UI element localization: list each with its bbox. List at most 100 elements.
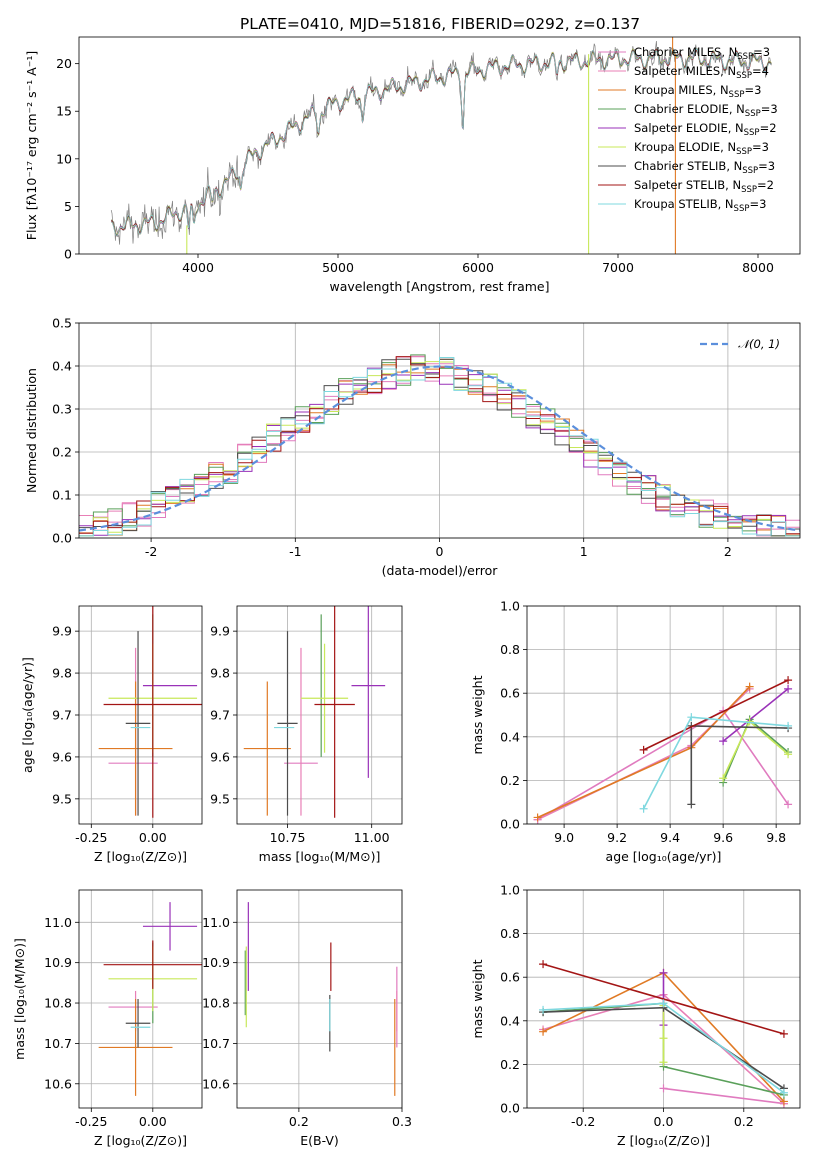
- tick-label-y: 20: [56, 56, 72, 71]
- x-axis-label: wavelength [Angstrom, rest frame]: [329, 279, 549, 294]
- weight-marker: [659, 1058, 668, 1067]
- errorbar-point: [98, 681, 173, 816]
- weight-marker: [719, 774, 728, 783]
- tick-label-y: 0.6: [500, 686, 520, 701]
- legend-entry: Salpeter ELODIE, NSSP=2: [634, 121, 777, 138]
- plot-area: [539, 960, 788, 1108]
- legend-entry: Kroupa ELODIE, NSSP=3: [634, 140, 769, 157]
- weight-marker: [539, 1027, 548, 1036]
- panel-mass-vs-Z: -0.25 0.00 10.6 10.7 10.8 10.9 11.0 Z [log₁₀(Z/…: [12, 889, 203, 1148]
- errorbar-point: [125, 999, 151, 1048]
- tick-label-x: -0.25: [75, 830, 107, 845]
- weight-marker: [687, 800, 696, 809]
- weight-marker: [784, 750, 793, 759]
- tick-label-x: 6000: [462, 260, 494, 275]
- tick-label-y: 9.6: [52, 749, 72, 764]
- tick-label-y: 0.1: [52, 488, 72, 503]
- tick-label-y: 9.7: [52, 708, 72, 723]
- histogram-step: [79, 356, 800, 535]
- weight-marker: [533, 813, 542, 822]
- errorbar-point: [277, 631, 298, 816]
- y-axis-label: Normed distribution: [24, 368, 39, 493]
- tick-label-y: 9.9: [210, 624, 230, 639]
- tick-label-x: 0.00: [139, 830, 167, 845]
- tick-label-y: 9.6: [210, 749, 230, 764]
- tick-label-y: 0: [64, 247, 72, 262]
- tick-label-y: 0.0: [52, 531, 72, 546]
- plot-area: [98, 902, 202, 1096]
- weight-marker: [639, 804, 648, 813]
- tick-label-x: 0: [436, 544, 444, 559]
- tick-label-y: 5: [64, 199, 72, 214]
- tick-label-y: 11.0: [44, 915, 72, 930]
- tick-label-x: 0.3: [392, 1114, 412, 1129]
- panel-age-vs-Z: -0.25 0.00 9.5 9.6 9.7 9.8 9.9 Z [log₁₀(Z/Z⊙)] a…: [20, 605, 203, 864]
- tick-label-x: 7000: [602, 260, 634, 275]
- weight-marker: [659, 1084, 668, 1093]
- legend-entry: Chabrier MILES, NSSP=3: [634, 45, 770, 62]
- axes-frame: [236, 605, 403, 825]
- weight-marker: [719, 737, 728, 746]
- tick-label-y: 10.9: [202, 955, 230, 970]
- plot-area: [110, 37, 772, 254]
- tick-label-y: 9.9: [52, 624, 72, 639]
- weight-line: [643, 679, 789, 751]
- tick-label-y: 15: [56, 104, 72, 119]
- weight-marker: [784, 676, 793, 685]
- tick-label-x: 1: [580, 544, 588, 559]
- gaussian-curve: [79, 365, 800, 532]
- histogram-step: [79, 357, 800, 537]
- y-axis-label: age [log₁₀(age/yr)]: [20, 657, 35, 773]
- plot-area: [243, 606, 386, 818]
- tick-label-y: 1.0: [500, 883, 520, 898]
- figure-title: PLATE=0410, MJD=51816, FIBERID=0292, z=0…: [240, 15, 640, 33]
- legend-entry: Kroupa STELIB, NSSP=3: [634, 197, 766, 214]
- tick-label-x: -0.25: [75, 1114, 107, 1129]
- y-axis-label: mass [log₁₀(M/M⊙)]: [12, 938, 27, 1060]
- tick-label-y: 0.5: [52, 316, 72, 331]
- panel-mass-weight-vs-age: 9.0 9.2 9.4 9.6 9.8 0.0 0.2 0.4 0.6 0.8 1.0 age [lo…: [470, 599, 801, 864]
- tick-label-y: 11.0: [202, 915, 230, 930]
- y-axis-label: mass weight: [470, 675, 485, 754]
- plot-area: [533, 676, 793, 824]
- plot-area: [98, 606, 202, 818]
- tick-label-x: -2: [145, 544, 157, 559]
- weight-marker: [539, 960, 548, 969]
- tick-label-y: 0.0: [500, 1101, 520, 1116]
- plot-area: [79, 354, 800, 537]
- tick-label-y: 10.8: [44, 996, 72, 1011]
- tick-label-x: 9.2: [607, 830, 627, 845]
- panel-age-vs-mass: 10.75 11.00 9.5 9.6 9.7 9.8 9.9 mass [log₁₀(M/M…: [210, 605, 403, 864]
- weight-marker: [659, 999, 668, 1008]
- x-axis-label: Z [log₁₀(Z/Z⊙)]: [617, 1133, 710, 1148]
- errorbar-point: [351, 606, 386, 778]
- tick-label-y: 10.6: [202, 1076, 230, 1091]
- tick-label-y: 9.5: [210, 791, 230, 806]
- tick-label-y: 10.8: [202, 996, 230, 1011]
- x-axis-label: Z [log₁₀(Z/Z⊙)]: [94, 849, 187, 864]
- tick-label-y: 10: [56, 151, 72, 166]
- tick-label-y: 10.9: [44, 955, 72, 970]
- legend-entry: Kroupa MILES, NSSP=3: [634, 83, 761, 100]
- tick-label-y: 0.3: [52, 402, 72, 417]
- tick-label-x: 9.8: [766, 830, 786, 845]
- legend-entry: Chabrier STELIB, NSSP=3: [634, 159, 775, 176]
- tick-label-y: 0.4: [500, 1013, 520, 1028]
- errorbar-point: [314, 606, 355, 818]
- panel-mass-vs-EBV: 0.2 0.3 10.6 10.7 10.8 10.9 11.0 E(B-V): [202, 889, 412, 1148]
- tick-label-y: 0.6: [500, 970, 520, 985]
- legend-entry: Salpeter STELIB, NSSP=2: [634, 178, 774, 195]
- errorbar-point: [98, 999, 173, 1096]
- errorbar-point: [103, 606, 202, 818]
- weight-marker: [779, 1029, 788, 1038]
- tick-label-y: 0.0: [500, 817, 520, 832]
- weight-marker: [539, 1005, 548, 1014]
- axes-frame: [78, 36, 801, 255]
- tick-label-x: 9.6: [713, 830, 733, 845]
- axes-frame: [78, 322, 801, 539]
- tick-label-y: 0.4: [500, 729, 520, 744]
- tick-label-x: 5000: [322, 260, 354, 275]
- axes-frame: [78, 889, 203, 1109]
- tick-label-x: 2: [724, 544, 732, 559]
- tick-label-y: 10.6: [44, 1076, 72, 1091]
